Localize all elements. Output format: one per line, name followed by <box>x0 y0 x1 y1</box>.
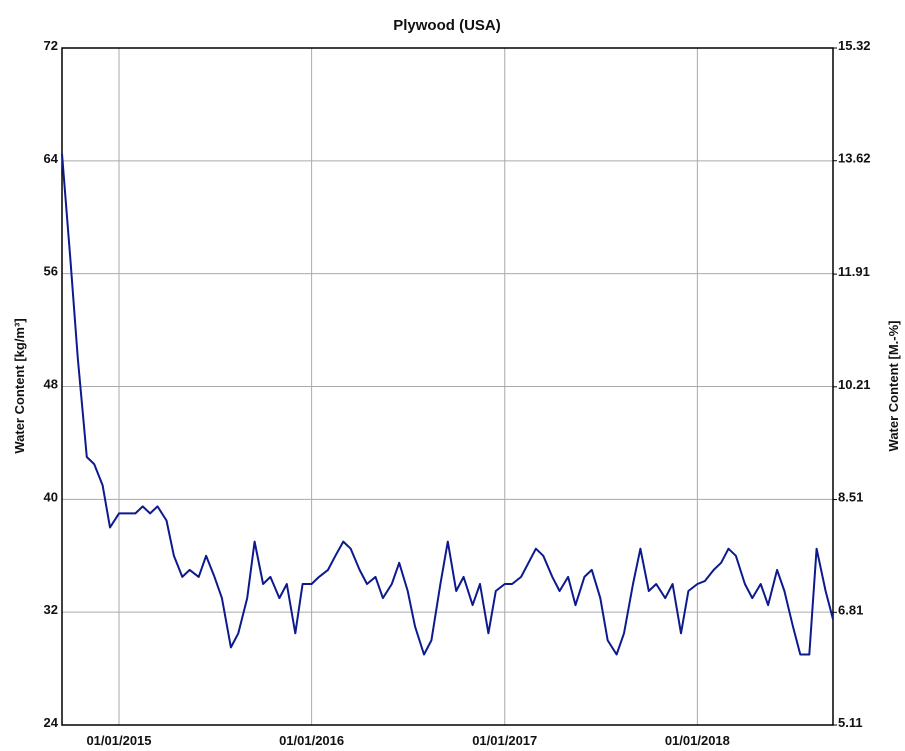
x-tick-label: 01/01/2017 <box>472 733 537 748</box>
y-tick-label: 72 <box>44 38 58 53</box>
x-tick-label: 01/01/2018 <box>665 733 730 748</box>
y-axis-label: Water Content [kg/m³] <box>12 318 27 453</box>
plot-frame <box>61 47 834 726</box>
y2-tick-label: 15.32 <box>838 38 871 53</box>
y-tick-label: 64 <box>44 151 59 166</box>
y-tick-label: 48 <box>44 377 58 392</box>
y-tick-label: 56 <box>44 264 58 279</box>
y-tick-label: 24 <box>44 715 59 730</box>
y2-tick-label: 8.51 <box>838 490 863 505</box>
x-tick-label: 01/01/2016 <box>279 733 344 748</box>
y2-tick-label: 11.91 <box>838 264 870 279</box>
x-tick-label: 01/01/2015 <box>86 733 151 748</box>
y-tick-label: 32 <box>44 602 58 617</box>
y2-tick-label: 5.11 <box>838 715 863 730</box>
data-line <box>61 153 834 656</box>
chart-title: Plywood (USA) <box>393 17 501 34</box>
y2-tick-label: 6.81 <box>838 602 863 617</box>
y2-tick-label: 13.62 <box>838 151 871 166</box>
y2-axis-label: Water Content [M.-%] <box>886 321 901 452</box>
y-tick-label: 40 <box>44 489 58 504</box>
y2-tick-label: 10.21 <box>838 377 871 392</box>
